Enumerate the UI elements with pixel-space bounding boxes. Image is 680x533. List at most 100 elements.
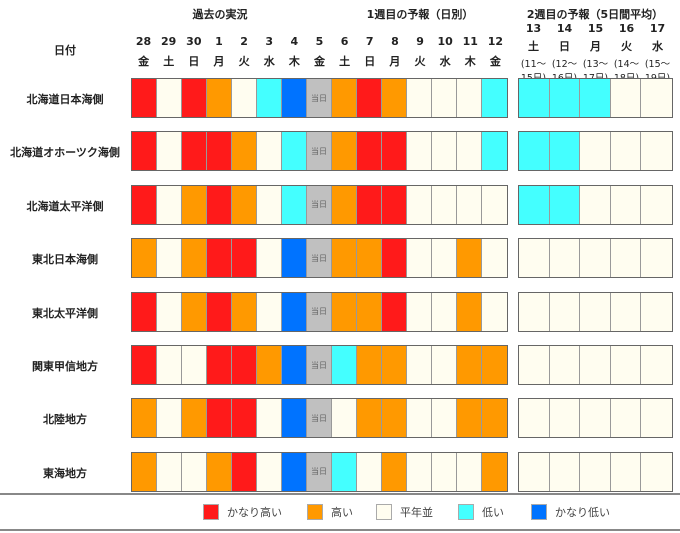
heat-cell [457,292,482,331]
heat-cell [157,132,182,171]
weekday-label: 木 [288,55,300,68]
heat-cell [641,452,673,491]
heat-cell [549,185,581,224]
heat-cell [457,346,482,384]
heat-cell [407,132,432,171]
weekday-label: 金 [489,55,501,68]
heat-cell [332,239,357,278]
heat-cell [482,452,507,491]
heat-cell [482,346,507,384]
heat-cell [382,79,407,117]
heat-cell [482,185,507,224]
heat-cell [610,79,642,117]
heat-cell [432,239,457,278]
period-range-start: (15～ [644,59,671,70]
heat-cell [207,346,232,384]
day-number-label: 14 [556,22,573,35]
heat-cell [580,79,611,117]
heat-cell [457,239,482,278]
heat-cell [549,239,581,278]
weekday-label: 月 [590,40,601,53]
heat-cell [332,132,357,171]
day-number-label: 29 [161,35,177,48]
heat-cell [282,185,307,224]
region-label: 関東甲信地方 [32,360,98,373]
period-range-start: (13～ [582,59,609,70]
daily-grid: 当日 [131,184,508,225]
heat-cell [549,132,581,171]
heat-cell [610,452,642,491]
heat-cell [457,185,482,224]
heat-cell [157,399,182,438]
heat-cell [610,292,642,331]
group-week1-title: 1週目の予報（日別） [366,8,474,21]
heat-cell [232,79,257,117]
region-label: 東北太平洋側 [32,306,98,320]
legend-swatch [203,504,219,520]
heat-cell [257,185,282,224]
today-cell: 当日 [307,185,332,224]
weekday-label: 水 [439,55,451,68]
heat-cell [232,452,257,491]
weekday-label: 金 [138,55,150,68]
heat-cell [407,399,432,438]
heat-cell [580,399,611,438]
weekday-label: 日 [559,40,570,53]
heat-cell [257,292,282,331]
heat-cell [257,132,282,171]
heat-cell [482,79,507,117]
heat-cell [182,239,207,278]
day-number-label: 8 [391,35,399,48]
heat-cell [182,399,207,438]
heat-cell [157,346,182,384]
weekly-grid [518,78,673,118]
heat-cell [382,185,407,224]
day-number-label: 3 [265,35,274,48]
heat-cell [132,239,157,278]
heat-cell [207,79,232,117]
group-week2-title: 2週目の予報（5日間平均） [526,8,664,21]
legend-item: 高い [307,504,353,520]
heat-cell [549,292,581,331]
period-range-start: (14～ [613,59,640,70]
heat-cell [132,79,157,117]
heat-cell [549,452,581,491]
heat-cell [610,346,642,384]
weekday-label: 土 [528,40,539,53]
daily-grid: 当日 [131,451,508,492]
group-past-title: 過去の実況 [192,8,248,21]
weekday-label: 日 [364,55,376,68]
heat-cell [610,185,642,224]
heat-cell [232,399,257,438]
heat-cell [580,346,611,384]
legend-swatch [531,504,547,520]
heat-cell [641,292,673,331]
heat-cell [132,185,157,224]
heat-cell [157,452,182,491]
heat-cell [232,292,257,331]
heat-cell [432,399,457,438]
heat-cell [207,399,232,438]
heat-cell [157,79,182,117]
heat-cell [519,239,550,278]
heat-cell [641,185,673,224]
heat-cell [549,399,581,438]
heat-cell [157,292,182,331]
day-number-label: 30 [186,35,202,48]
heat-cell [519,132,550,171]
heat-cell [332,399,357,438]
legend-label: 高い [331,506,353,519]
weekly-grid [518,451,673,492]
weekday-label: 火 [238,55,250,68]
heat-cell [157,185,182,224]
heat-cell [610,399,642,438]
day-number-label: 16 [618,22,635,35]
heat-cell [357,346,382,384]
heat-cell [432,185,457,224]
heat-cell [132,346,157,384]
heat-cell [182,132,207,171]
day-number-label: 5 [315,35,324,48]
heat-cell [382,132,407,171]
heat-cell [382,239,407,278]
